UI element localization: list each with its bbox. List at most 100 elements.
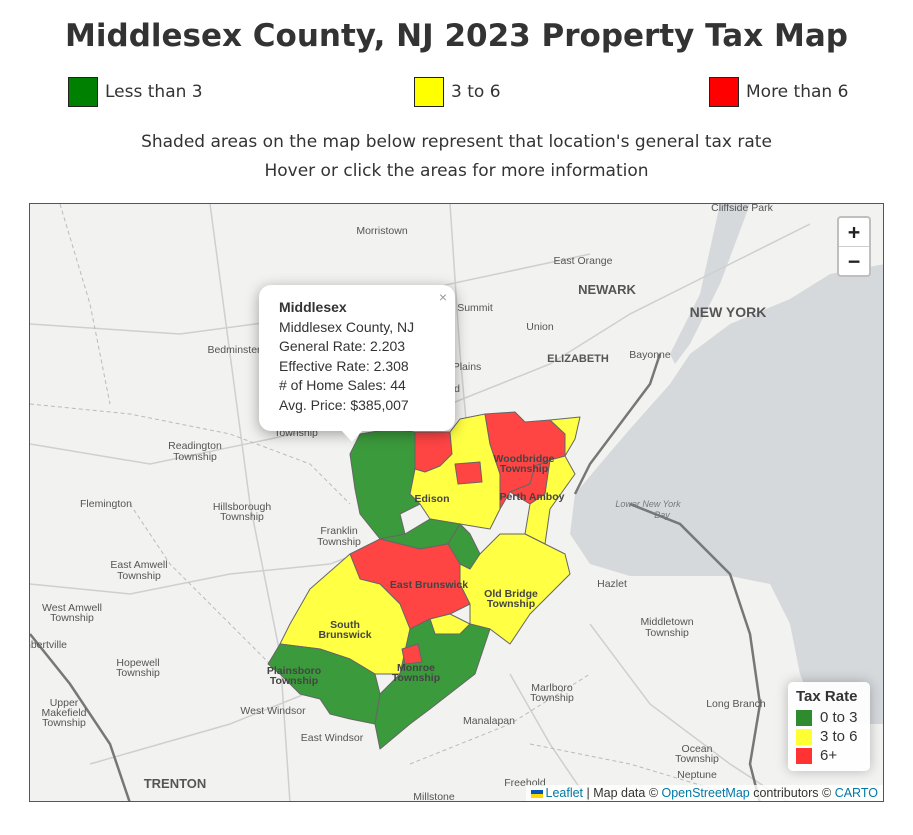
place-label: Monroe <box>397 662 435 674</box>
place-label: Township <box>317 536 361 548</box>
carto-link[interactable]: CARTO <box>834 786 878 800</box>
place-label: East Brunswick <box>390 579 468 591</box>
osm-link[interactable]: OpenStreetMap <box>661 786 750 800</box>
place-label: Franklin <box>320 525 358 537</box>
place-label: Union <box>526 321 554 333</box>
place-label: Bayonne <box>629 349 671 361</box>
place-label: Makefield <box>42 707 87 719</box>
subtitle-line-1: Shaded areas on the map below represent … <box>141 132 772 152</box>
place-label: Cliffside Park <box>711 204 773 214</box>
place-label: Township <box>270 675 318 687</box>
place-label: Township <box>50 612 94 624</box>
muni-metuchen[interactable] <box>454 461 483 485</box>
legend-row: 6+ <box>796 746 862 765</box>
zoom-control: + − <box>837 216 871 277</box>
attribution-text: contributors © <box>749 786 835 800</box>
place-label: Township <box>220 511 264 523</box>
place-label: nbertville <box>30 639 67 651</box>
place-label: d <box>454 383 460 395</box>
place-label: Upper <box>50 697 79 709</box>
place-label: Township <box>645 627 689 639</box>
popup-home-sales: # of Home Sales: 44 <box>279 377 406 393</box>
popup-tip <box>341 430 363 442</box>
muni-red-small[interactable] <box>401 643 423 665</box>
legend-label: 6+ <box>820 747 838 764</box>
map-attribution: Leaflet | Map data © OpenStreetMap contr… <box>525 785 883 801</box>
tax-rate-legend: Tax Rate 0 to 3 3 to 6 6+ <box>788 682 870 771</box>
county-polygons[interactable] <box>267 411 581 750</box>
muni-piscataway[interactable] <box>349 428 421 540</box>
place-label: West Windsor <box>240 705 306 717</box>
info-popup: × Middlesex Middlesex County, NJ General… <box>259 285 455 442</box>
water-river <box>670 204 750 364</box>
leaflet-link[interactable]: Leaflet <box>545 786 584 800</box>
boundaries-dashed <box>30 204 731 795</box>
place-label: NEW YORK <box>690 304 767 320</box>
boundaries <box>30 353 762 801</box>
attribution-text: | Map data © <box>583 786 662 800</box>
popup-county: Middlesex County, NJ <box>279 318 415 335</box>
legend-title: Tax Rate <box>796 688 858 705</box>
water-body <box>570 264 883 724</box>
muni-old-bridge[interactable] <box>459 533 571 645</box>
place-label: East Windsor <box>301 732 364 744</box>
place-label: Edison <box>414 493 449 505</box>
place-labels: Cliffside Park Morristown East Orange NE… <box>30 204 774 802</box>
popup-effective-rate: Effective Rate: 2.308 <box>279 357 409 374</box>
place-label: Township <box>173 451 217 463</box>
red-swatch <box>796 747 812 764</box>
place-label: Middletown <box>640 616 693 628</box>
place-label: Marlboro <box>531 682 573 694</box>
muni-edison[interactable] <box>409 413 501 530</box>
legend-label: More than 6 <box>746 82 849 102</box>
place-label: Township <box>42 717 86 729</box>
place-label: Bay <box>654 510 670 520</box>
place-label: Township <box>392 672 440 684</box>
place-label: Township <box>500 463 548 475</box>
yellow-swatch <box>414 77 444 107</box>
place-label: Bedminster <box>207 344 261 356</box>
place-label: Township <box>530 692 574 704</box>
place-label: Township <box>116 667 160 679</box>
map[interactable]: Cliffside Park Morristown East Orange NE… <box>29 203 884 802</box>
place-label: Morristown <box>356 225 408 237</box>
legend-3-to-6: 3 to 6 <box>414 75 501 109</box>
place-label: Plains <box>453 361 482 373</box>
place-label: Hillsborough <box>213 501 272 513</box>
subtitle-line-2: Hover or click the areas for more inform… <box>264 161 649 181</box>
place-label: Old Bridge <box>484 588 538 600</box>
legend-label: 0 to 3 <box>820 709 858 726</box>
place-label: Millstone <box>413 791 455 802</box>
muni-monroe[interactable] <box>374 618 491 750</box>
map-canvas[interactable]: Cliffside Park Morristown East Orange NE… <box>30 204 884 802</box>
popup-close-button[interactable]: × <box>438 289 447 305</box>
place-label: Ocean <box>682 743 713 755</box>
place-label: Perth Amboy <box>500 491 565 503</box>
red-swatch <box>709 77 739 107</box>
place-label: Readington <box>168 440 222 452</box>
place-label: Flemington <box>80 498 132 510</box>
popup-title: Middlesex <box>279 299 347 315</box>
place-label: West Amwell <box>42 602 102 614</box>
place-label: Long Branch <box>706 698 766 710</box>
place-label: Woodbridge <box>493 453 554 465</box>
legend-label: 3 to 6 <box>820 728 858 745</box>
ukraine-flag-icon <box>530 789 543 798</box>
muni-carteret[interactable] <box>549 416 581 457</box>
yellow-swatch <box>796 728 812 745</box>
place-label: Plainsboro <box>267 665 321 677</box>
place-label: Neptune <box>677 769 717 781</box>
place-label: East Orange <box>554 255 613 267</box>
place-label: Township <box>487 598 535 610</box>
legend-more-than-6: More than 6 <box>709 75 848 109</box>
legend-less-than-3: Less than 3 <box>68 75 203 109</box>
page-title: Middlesex County, NJ 2023 Property Tax M… <box>65 18 848 54</box>
muni-plainsboro[interactable] <box>267 643 381 725</box>
legend-label: Less than 3 <box>105 82 203 102</box>
legend-row: 3 to 6 <box>796 727 862 746</box>
zoom-out-button[interactable]: − <box>839 246 869 275</box>
popup-general-rate: General Rate: 2.203 <box>279 338 406 354</box>
legend-row: 0 to 3 <box>796 708 862 727</box>
place-label: TRENTON <box>144 776 207 791</box>
zoom-in-button[interactable]: + <box>847 220 861 244</box>
